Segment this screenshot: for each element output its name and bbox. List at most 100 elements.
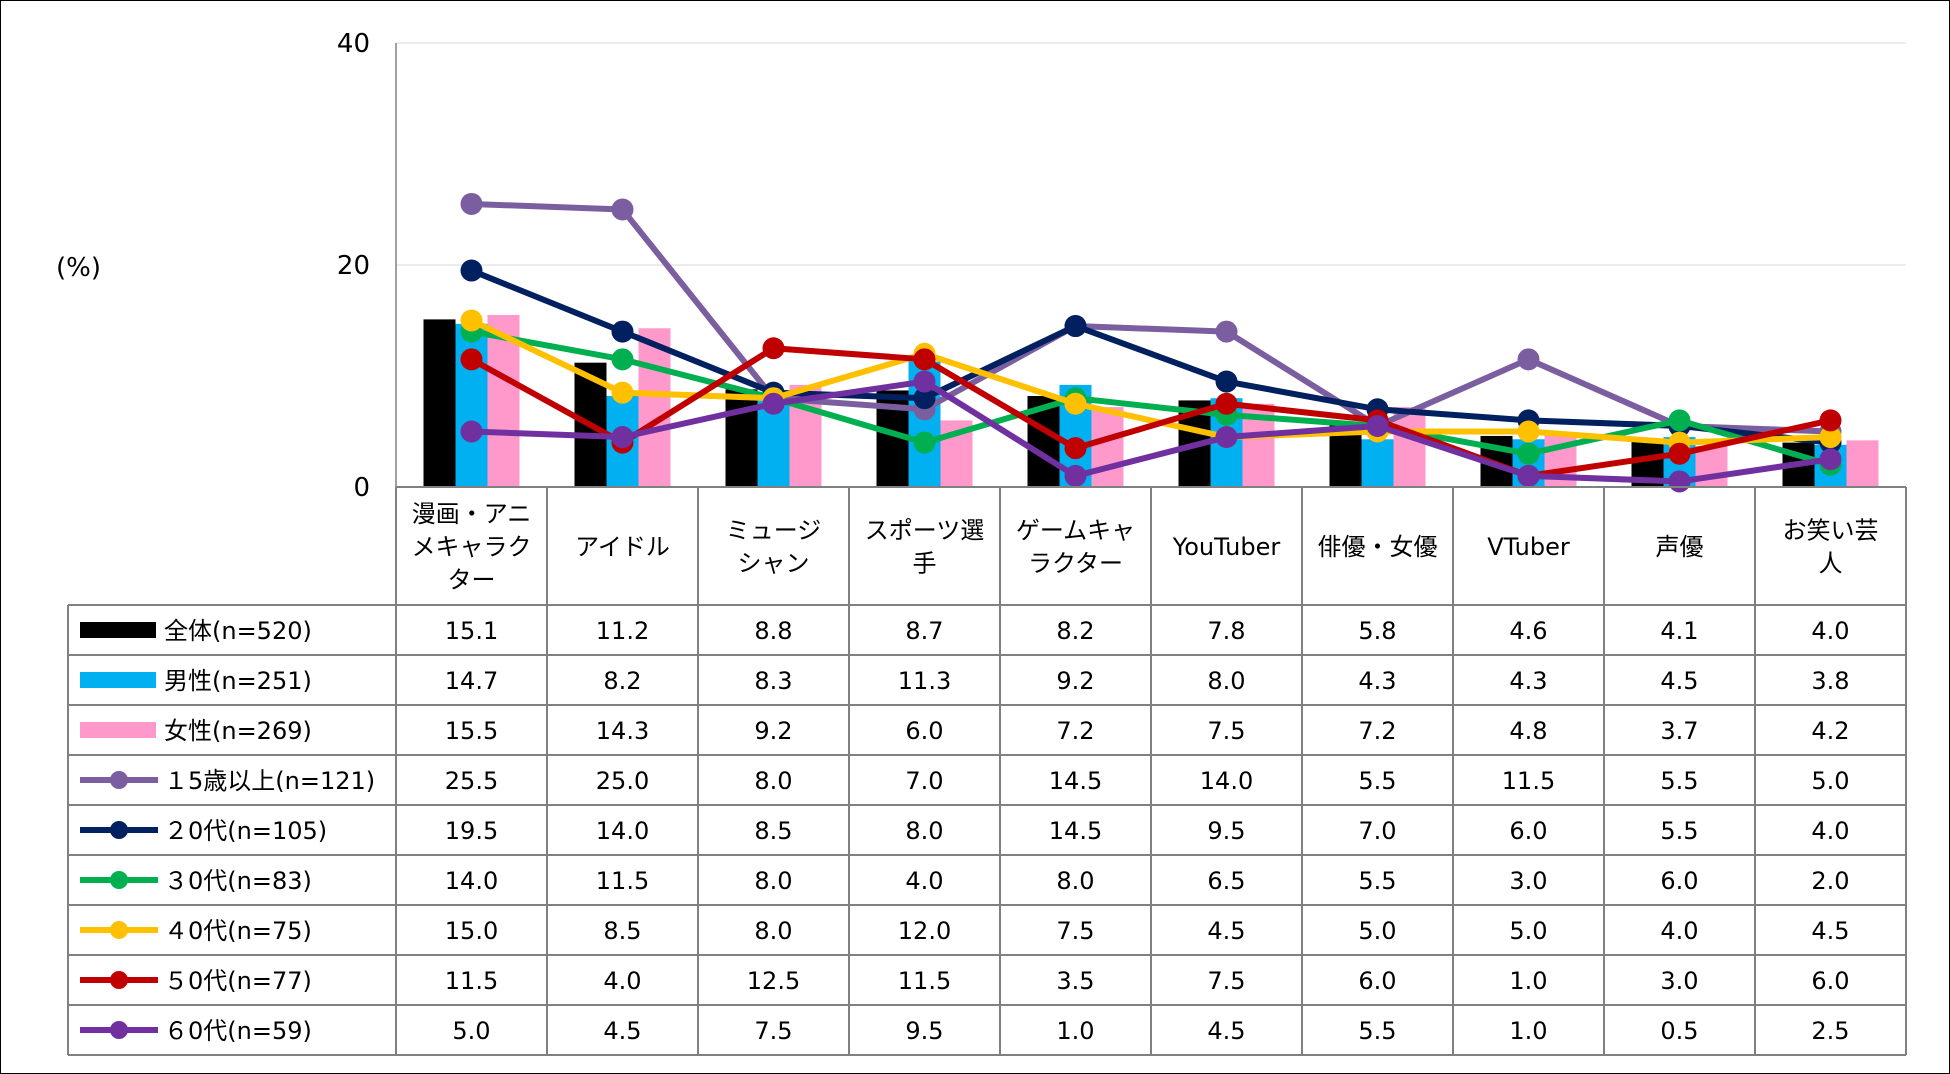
table-cell: 8.0 [754,867,792,895]
table-cell: 5.5 [1660,767,1698,795]
data-point [460,192,483,215]
table-cell: 8.7 [905,617,943,645]
data-point [762,337,785,360]
table-cell: 15.5 [445,717,498,745]
bar [423,319,456,487]
data-point [611,320,634,343]
table-cell: 6.0 [905,717,943,745]
table-cell: 2.5 [1811,1017,1849,1045]
table-cell: 8.0 [754,917,792,945]
table-cell: 4.5 [1660,667,1698,695]
legend-key-marker [110,921,128,939]
legend-key [80,622,156,638]
data-point [1668,442,1691,465]
table-cell: 7.8 [1207,617,1245,645]
y-axis: 0 20 40 (%) [56,29,397,503]
table-cell: 25.0 [596,767,649,795]
category-label: メキャラク [412,533,532,561]
table-cell: 7.2 [1056,717,1094,745]
y-tick-label: 40 [337,29,370,59]
table-cell: 8.2 [1056,617,1094,645]
data-point [460,309,483,332]
legend-key-marker [110,871,128,889]
table-cell: 7.5 [1207,967,1245,995]
legend-label: 男性(n=251) [164,667,312,695]
legend-label: 全体(n=520) [164,617,312,645]
table-cell: 11.5 [596,867,649,895]
category-label: VTuber [1487,533,1570,561]
data-point [1366,414,1389,437]
data-point [913,348,936,371]
data-point [1215,370,1238,393]
category-label: ラクター [1028,550,1123,578]
table-cell: 4.0 [1660,917,1698,945]
bar [638,328,671,487]
table-cell: 4.5 [1811,917,1849,945]
table-cell: 3.0 [1509,867,1547,895]
category-label: 漫画・アニ [412,500,532,528]
legend-label: ２0代(n=105) [164,817,327,845]
legend-label: ５0代(n=77) [164,967,312,995]
table-cell: 5.0 [1811,767,1849,795]
category-label: スポーツ選 [865,517,985,545]
line-series [460,192,1842,493]
table-cell: 1.0 [1056,1017,1094,1045]
data-point [1517,348,1540,371]
data-point [1215,392,1238,415]
data-point [1517,420,1540,443]
legend-label: ３0代(n=83) [164,867,312,895]
category-label: ミュージ [726,517,822,545]
table-cell: 9.2 [1056,667,1094,695]
table-cell: 6.0 [1660,867,1698,895]
table-cell: 4.0 [1811,817,1849,845]
table-cell: 12.0 [898,917,951,945]
data-point [460,259,483,282]
bar [1393,407,1426,487]
table-cell: 8.2 [603,667,641,695]
data-point [611,381,634,404]
series-line [470,267,1831,446]
table-cell: 4.5 [1207,917,1245,945]
table-cell: 14.5 [1049,767,1102,795]
legend-label: ６0代(n=59) [164,1017,312,1045]
table-cell: 7.2 [1358,717,1396,745]
legend-label: 女性(n=269) [164,717,312,745]
table-cell: 7.5 [1056,917,1094,945]
table-cell: 8.8 [754,617,792,645]
table-cell: 11.2 [596,617,649,645]
table-cell: 4.3 [1358,667,1396,695]
table-cell: 12.5 [747,967,800,995]
table-cell: 4.6 [1509,617,1547,645]
table-cell: 3.0 [1660,967,1698,995]
legend-key-marker [110,771,128,789]
table-cell: 6.5 [1207,867,1245,895]
table-cell: 19.5 [445,817,498,845]
data-point [460,420,483,443]
table-cell: 4.1 [1660,617,1698,645]
bar [725,389,758,487]
table-cell: 8.0 [905,817,943,845]
table-cell: 1.0 [1509,1017,1547,1045]
table-cell: 9.5 [905,1017,943,1045]
legend-label: １5歳以上(n=121) [164,767,375,795]
bar [1361,439,1394,487]
series-line [470,345,1832,479]
table-cell: 8.0 [1207,667,1245,695]
data-point [1064,464,1087,487]
table-cell: 4.8 [1509,717,1547,745]
table-cell: 15.0 [445,917,498,945]
legend-key-marker [110,821,128,839]
table-cell: 9.5 [1207,817,1245,845]
table-cell: 3.7 [1660,717,1698,745]
table-cell: 3.8 [1811,667,1849,695]
table-cell: 7.5 [1207,717,1245,745]
table-cell: 4.0 [603,967,641,995]
table-cell: 4.2 [1811,717,1849,745]
table-cell: 6.0 [1811,967,1849,995]
table-cell: 7.5 [754,1017,792,1045]
table-cell: 5.8 [1358,617,1396,645]
legend-label: ４0代(n=75) [164,917,312,945]
data-point [762,392,785,415]
data-point [1819,409,1842,432]
